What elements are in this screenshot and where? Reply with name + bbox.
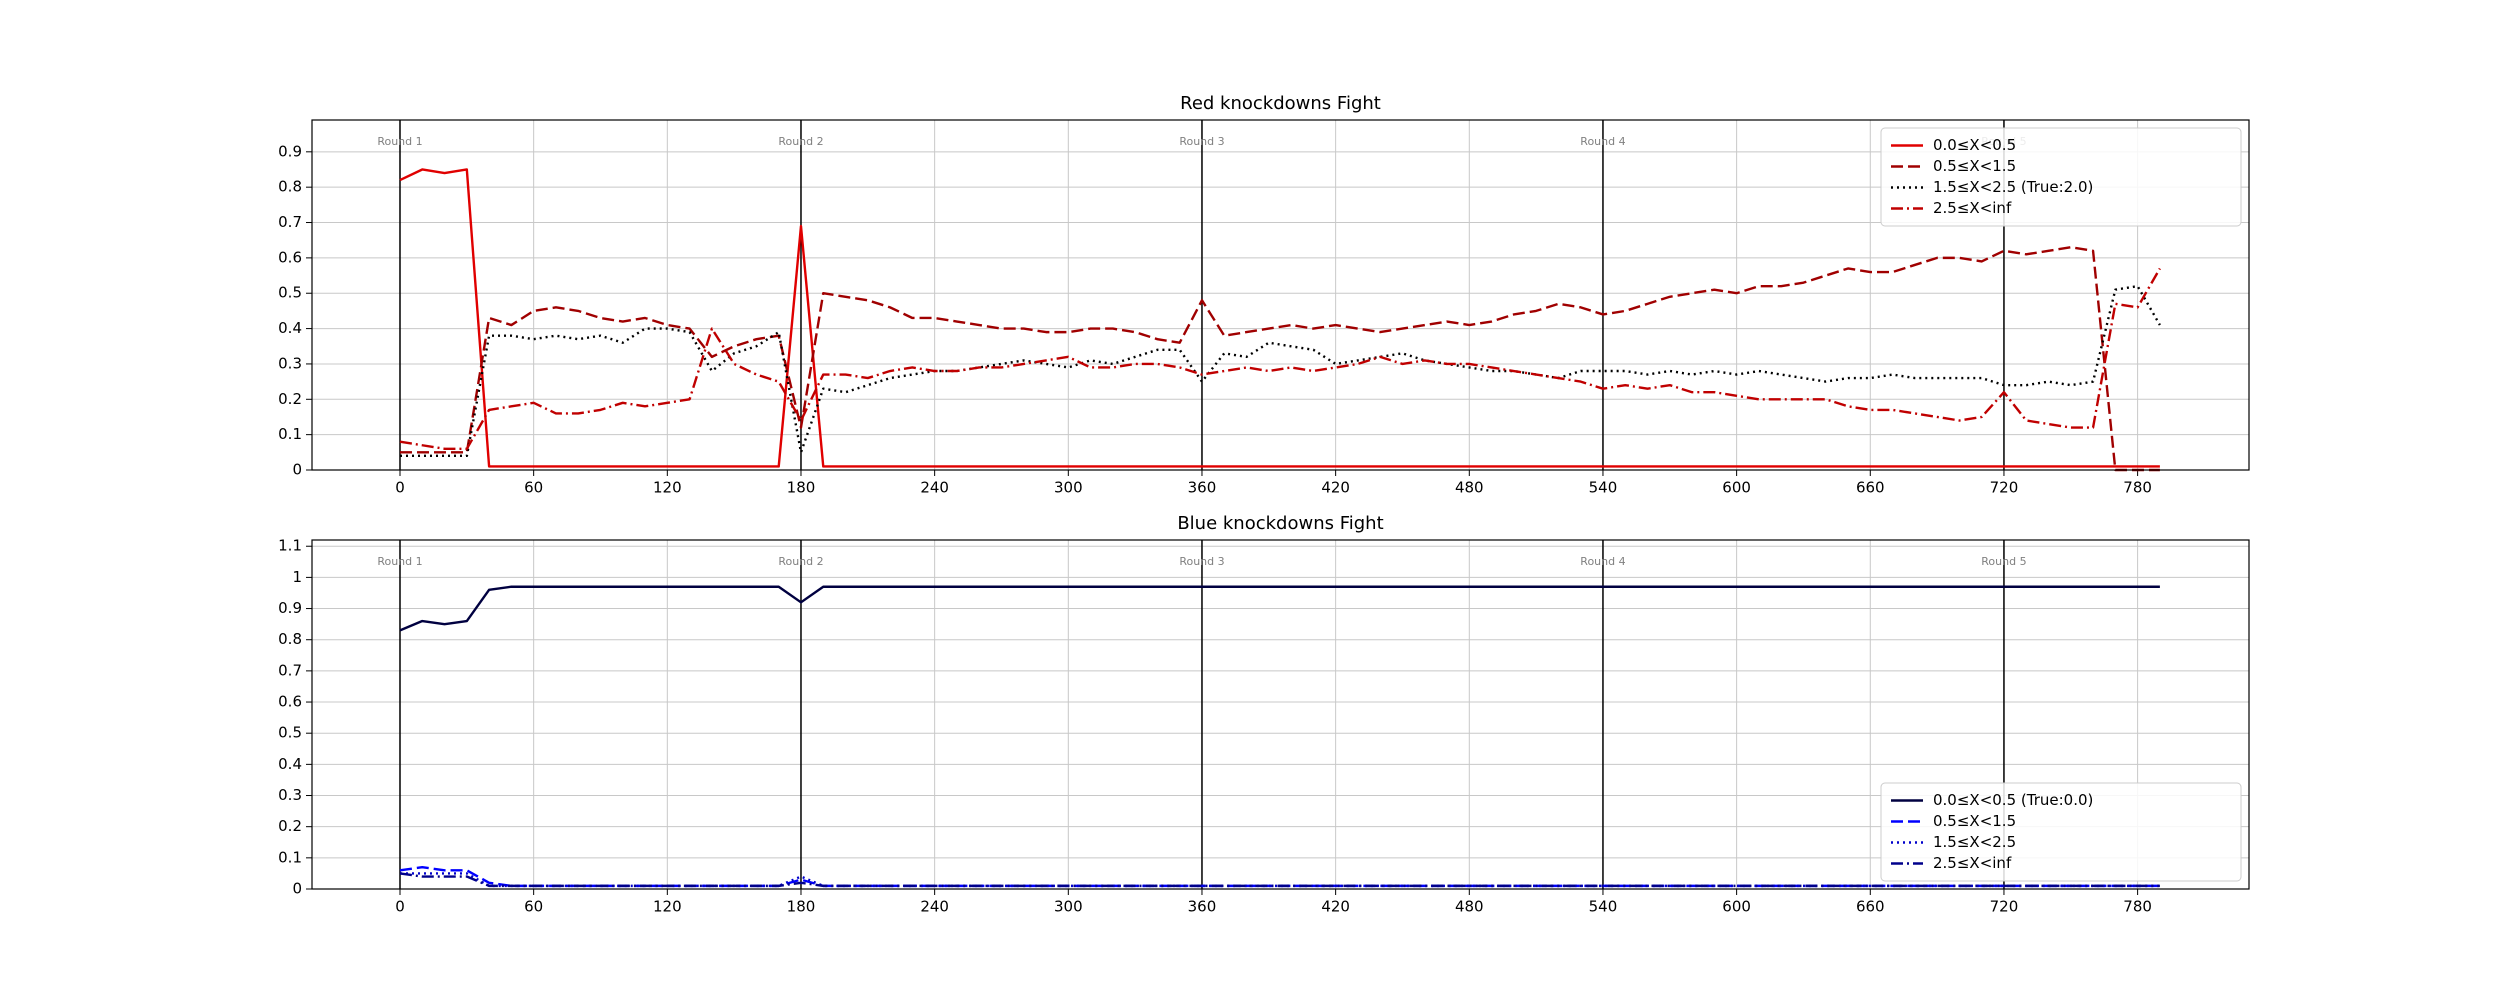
x-tick-label: 300 <box>1054 898 1083 916</box>
series-line <box>399 284 2161 458</box>
y-tick-label: 0.5 <box>278 284 302 302</box>
legend-label: 0.0≤X<0.5 (True:0.0) <box>1933 791 2093 809</box>
legend-label: 2.5≤X<inf <box>1933 854 2012 872</box>
y-tick-label: 0.1 <box>278 848 302 866</box>
x-tick-label: 420 <box>1321 898 1350 916</box>
x-tick-label: 660 <box>1856 479 1885 497</box>
y-tick-label: 0.6 <box>278 693 302 711</box>
x-tick-label: 240 <box>920 479 949 497</box>
round-label: Round 1 <box>377 135 422 148</box>
series-line <box>399 872 2160 888</box>
axes-frame <box>311 539 2250 890</box>
x-tick-label: 0 <box>395 479 405 497</box>
round-label: Round 5 <box>1981 555 2026 568</box>
y-tick-label: 1.1 <box>278 537 302 555</box>
y-tick-label: 0 <box>292 880 302 898</box>
round-label: Round 2 <box>778 555 823 568</box>
y-tick-label: 1 <box>292 568 302 586</box>
y-tick-label: 0.4 <box>278 319 302 337</box>
y-tick-label: 0.8 <box>278 630 302 648</box>
legend-frame <box>1880 782 2242 882</box>
y-tick-label: 0.1 <box>278 425 302 443</box>
x-tick-label: 180 <box>787 479 816 497</box>
series-line <box>399 585 2160 632</box>
legend-label: 0.5≤X<1.5 <box>1933 812 2016 830</box>
x-tick-label: 120 <box>653 898 682 916</box>
x-tick-label: 540 <box>1589 898 1618 916</box>
x-tick-label: 540 <box>1589 479 1618 497</box>
y-tick-label: 0.9 <box>278 599 302 617</box>
y-tick-label: 0.4 <box>278 755 302 773</box>
y-tick-label: 0.3 <box>278 354 302 372</box>
y-tick-label: 0.8 <box>278 178 302 196</box>
x-tick-label: 720 <box>1990 898 2019 916</box>
legend-frame <box>1880 127 2242 227</box>
x-tick-label: 360 <box>1188 898 1217 916</box>
round-label: Round 2 <box>778 135 823 148</box>
x-tick-label: 60 <box>524 898 543 916</box>
legend: 0.0≤X<0.5 0.5≤X<1.5 1.5≤X<2.5 (True:2.0) 2.… <box>1880 127 2242 227</box>
y-tick-label: 0.7 <box>278 213 302 231</box>
chart-title: Red knockdowns Fight <box>1180 93 1381 114</box>
chart-title: Blue knockdowns Fight <box>1177 513 1383 534</box>
round-label: Round 3 <box>1179 135 1224 148</box>
series-line <box>399 168 2160 468</box>
x-tick-label: 180 <box>787 898 816 916</box>
x-tick-label: 480 <box>1455 479 1484 497</box>
x-tick-label: 780 <box>2123 898 2152 916</box>
x-tick-label: 480 <box>1455 898 1484 916</box>
y-tick-label: 0.6 <box>278 248 302 266</box>
y-tick-label: 0.9 <box>278 142 302 160</box>
round-label: Round 4 <box>1580 555 1625 568</box>
legend-label: 1.5≤X<2.5 <box>1933 833 2016 851</box>
round-label: Round 1 <box>377 555 422 568</box>
x-tick-label: 0 <box>395 898 405 916</box>
legend: 0.0≤X<0.5 (True:0.0) 0.5≤X<1.5 1.5≤X<2.5 2.… <box>1880 782 2242 882</box>
x-tick-label: 720 <box>1990 479 2019 497</box>
y-tick-label: 0.2 <box>278 390 302 408</box>
x-tick-label: 600 <box>1722 898 1751 916</box>
series-line <box>399 246 2160 472</box>
legend-label: 1.5≤X<2.5 (True:2.0) <box>1933 178 2093 196</box>
x-tick-label: 420 <box>1321 479 1350 497</box>
x-tick-label: 300 <box>1054 479 1083 497</box>
x-tick-label: 660 <box>1856 898 1885 916</box>
axes-frame <box>311 119 2250 471</box>
x-tick-label: 240 <box>920 898 949 916</box>
y-tick-label: 0.2 <box>278 817 302 835</box>
x-tick-label: 120 <box>653 479 682 497</box>
legend-label: 2.5≤X<inf <box>1933 199 2012 217</box>
y-tick-label: 0.5 <box>278 724 302 742</box>
y-tick-label: 0.3 <box>278 786 302 804</box>
x-tick-label: 600 <box>1722 479 1751 497</box>
round-label: Round 4 <box>1580 135 1625 148</box>
x-tick-label: 780 <box>2123 479 2152 497</box>
legend-label: 0.5≤X<1.5 <box>1933 157 2016 175</box>
y-tick-label: 0.7 <box>278 661 302 679</box>
x-tick-label: 360 <box>1188 479 1217 497</box>
legend-label: 0.0≤X<0.5 <box>1933 136 2016 154</box>
x-tick-label: 60 <box>524 479 543 497</box>
round-label: Round 3 <box>1179 555 1224 568</box>
y-tick-label: 0 <box>292 461 302 479</box>
series-line <box>399 267 2161 450</box>
